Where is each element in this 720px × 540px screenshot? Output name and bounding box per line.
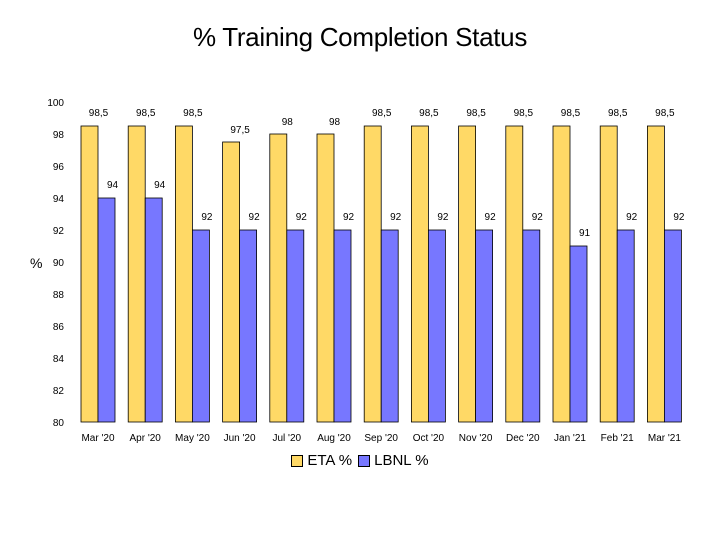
x-axis-ticks: Mar '20 Apr '20 May '20 Jun '20 Jul '20 Aug '… xyxy=(81,433,681,444)
bar-lbnl xyxy=(286,229,305,423)
data-label-eta: 98,5 xyxy=(561,108,581,119)
data-label-eta: 98,5 xyxy=(419,108,439,119)
x-tick-label: Nov '20 xyxy=(459,433,493,444)
bar-lbnl xyxy=(522,229,541,423)
legend-label-eta: ETA % xyxy=(307,452,353,469)
bar-lbnl xyxy=(144,197,163,423)
x-tick-label: Mar '20 xyxy=(81,433,114,444)
y-axis-ticks: 80 82 84 86 88 90 92 94 96 98 100 xyxy=(47,98,64,429)
data-label-eta: 98,5 xyxy=(608,108,628,119)
data-label-lbnl: 92 xyxy=(201,212,213,223)
y-tick-label: 94 xyxy=(53,194,65,205)
data-labels: 98,5 94 98,5 94 98,5 92 97,5 92 98 92 98 92 98,5 92 98… xyxy=(89,108,685,239)
x-tick-label: Aug '20 xyxy=(317,433,351,444)
bar-eta xyxy=(505,125,524,423)
y-tick-label: 80 xyxy=(53,418,65,429)
legend-swatch-lbnl xyxy=(358,454,371,467)
bar-lbnl xyxy=(616,229,635,423)
data-label-lbnl: 92 xyxy=(532,212,544,223)
data-label-lbnl: 94 xyxy=(154,180,166,191)
x-tick-label: Apr '20 xyxy=(130,433,162,444)
x-tick-label: Jan '21 xyxy=(554,433,586,444)
bar-eta xyxy=(127,125,146,423)
bar-eta xyxy=(80,125,99,423)
data-label-eta: 98,5 xyxy=(183,108,203,119)
bar-lbnl xyxy=(191,229,210,423)
data-label-eta: 98 xyxy=(282,117,294,128)
x-tick-label: Feb '21 xyxy=(601,433,634,444)
y-tick-label: 90 xyxy=(53,258,65,269)
y-tick-label: 98 xyxy=(53,130,65,141)
data-label-eta: 98,5 xyxy=(466,108,486,119)
bars xyxy=(80,125,682,423)
legend-label-lbnl: LBNL % xyxy=(374,452,429,469)
data-label-lbnl: 92 xyxy=(249,212,261,223)
bar-eta xyxy=(458,125,477,423)
bar-eta xyxy=(316,133,335,423)
bar-lbnl xyxy=(97,197,116,423)
x-tick-label: Mar '21 xyxy=(648,433,681,444)
x-tick-label: Sep '20 xyxy=(364,433,398,444)
chart-title: % Training Completion Status xyxy=(192,22,528,52)
bar-lbnl xyxy=(475,229,494,423)
data-label-lbnl: 92 xyxy=(437,212,449,223)
bar-lbnl xyxy=(427,229,446,423)
data-label-eta: 97,5 xyxy=(230,125,250,136)
data-label-eta: 98,5 xyxy=(136,108,156,119)
bar-eta xyxy=(647,125,665,423)
x-tick-label: Jun '20 xyxy=(224,433,256,444)
bar-lbnl xyxy=(239,229,258,423)
bar-lbnl xyxy=(569,245,588,423)
data-label-lbnl: 92 xyxy=(673,212,685,223)
bar-lbnl xyxy=(380,229,399,423)
data-label-lbnl: 92 xyxy=(296,212,308,223)
data-label-lbnl: 94 xyxy=(107,180,119,191)
x-tick-label: Dec '20 xyxy=(506,433,540,444)
data-label-lbnl: 92 xyxy=(390,212,402,223)
y-tick-label: 82 xyxy=(53,386,65,397)
data-label-lbnl: 92 xyxy=(626,212,638,223)
bar-eta xyxy=(599,125,618,423)
legend-swatch-eta xyxy=(291,454,304,467)
y-tick-label: 100 xyxy=(47,98,64,109)
y-tick-label: 88 xyxy=(53,290,65,301)
x-tick-label: Oct '20 xyxy=(413,433,445,444)
bar-eta xyxy=(269,133,288,423)
legend: ETA % LBNL % xyxy=(0,452,720,469)
data-label-eta: 98,5 xyxy=(655,108,675,119)
bar-eta xyxy=(363,125,382,423)
bar-eta xyxy=(222,141,241,423)
bar-eta xyxy=(174,125,193,423)
data-label-eta: 98,5 xyxy=(89,108,109,119)
data-label-eta: 98 xyxy=(329,117,341,128)
x-tick-label: Jul '20 xyxy=(273,433,302,444)
data-label-lbnl: 92 xyxy=(485,212,497,223)
bar-lbnl xyxy=(664,229,682,423)
x-tick-label: May '20 xyxy=(175,433,210,444)
data-label-lbnl: 92 xyxy=(343,212,355,223)
bar-lbnl xyxy=(333,229,352,423)
legend-item-lbnl: LBNL % xyxy=(358,452,429,469)
data-label-lbnl: 91 xyxy=(579,228,591,239)
y-tick-label: 92 xyxy=(53,226,65,237)
legend-item-eta: ETA % xyxy=(291,452,352,469)
data-label-eta: 98,5 xyxy=(514,108,534,119)
y-tick-label: 86 xyxy=(53,322,65,333)
bar-eta xyxy=(410,125,429,423)
data-label-eta: 98,5 xyxy=(372,108,392,119)
bar-eta xyxy=(552,125,571,423)
y-tick-label: 96 xyxy=(53,162,65,173)
y-tick-label: 84 xyxy=(53,354,65,365)
y-axis-label: % xyxy=(30,255,42,271)
